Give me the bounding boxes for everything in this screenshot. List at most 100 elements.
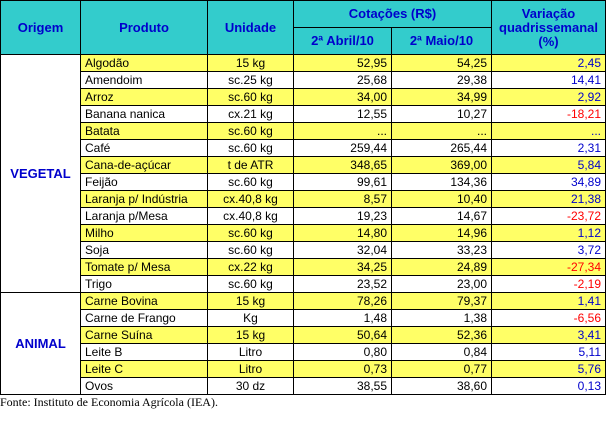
- header-product: Produto: [80, 0, 208, 55]
- table-row: Soja sc.60 kg 32,04 33,23 3,72: [1, 241, 607, 259]
- april: 34,25: [293, 258, 392, 276]
- table-row: Tomate p/ Mesa cx.22 kg 34,25 24,89 -27,34: [1, 258, 607, 276]
- product: Leite B: [80, 343, 208, 361]
- variation: 21,38: [491, 190, 607, 208]
- table-row: Carne Suína 15 kg 50,64 52,36 3,41: [1, 326, 607, 344]
- unit: sc.25 kg: [207, 71, 294, 89]
- april: 8,57: [293, 190, 392, 208]
- product: Cana-de-açúcar: [80, 156, 208, 174]
- may: 369,00: [390, 156, 493, 174]
- may: 265,44: [390, 139, 493, 157]
- table-row: Carne de Frango Kg 1,48 1,38 -6,56: [1, 309, 607, 327]
- header-april: 2ª Abril/10: [293, 27, 392, 55]
- table-row: Leite C Litro 0,73 0,77 5,76: [1, 360, 607, 378]
- april: 23,52: [293, 275, 392, 293]
- table-row: Trigo sc.60 kg 23,52 23,00 -2,19: [1, 275, 607, 293]
- april: 12,55: [293, 105, 392, 123]
- footer: Fonte: Instituto de Economia Agrícola (I…: [0, 395, 218, 409]
- unit: sc.60 kg: [207, 173, 294, 191]
- april: ...: [293, 122, 392, 140]
- variation: 2,45: [491, 54, 607, 72]
- may: 10,27: [390, 105, 493, 123]
- table-row: Amendoim sc.25 kg 25,68 29,38 14,41: [1, 71, 607, 89]
- april: 78,26: [293, 292, 392, 310]
- variation: 5,84: [491, 156, 607, 174]
- april: 38,55: [293, 377, 392, 395]
- unit: 15 kg: [207, 292, 294, 310]
- variation: 5,76: [491, 360, 607, 378]
- april: 348,65: [293, 156, 392, 174]
- variation: 2,92: [491, 88, 607, 106]
- unit: 15 kg: [207, 54, 294, 72]
- product: Café: [80, 139, 208, 157]
- variation: -6,56: [491, 309, 607, 327]
- product: Laranja p/ Indústria: [80, 190, 208, 208]
- april: 0,80: [293, 343, 392, 361]
- unit: cx.21 kg: [207, 105, 294, 123]
- product: Leite C: [80, 360, 208, 378]
- variation: 3,41: [491, 326, 607, 344]
- product: Trigo: [80, 275, 208, 293]
- unit: 15 kg: [207, 326, 294, 344]
- header-may: 2ª Maio/10: [390, 27, 493, 55]
- may: 24,89: [390, 258, 493, 276]
- unit: sc.60 kg: [207, 275, 294, 293]
- april: 34,00: [293, 88, 392, 106]
- product: Soja: [80, 241, 208, 259]
- unit: sc.60 kg: [207, 241, 294, 259]
- variation: ...: [491, 122, 607, 140]
- table-row: VEGETAL Algodão 15 kg 52,95 54,25 2,45: [0, 54, 607, 293]
- price-table: Origem Produto Unidade Cotações (R$) Var…: [0, 0, 607, 395]
- unit: cx.40,8 kg: [207, 190, 294, 208]
- table-row: Cana-de-açúcar t de ATR 348,65 369,00 5,84: [1, 156, 607, 174]
- april: 52,95: [293, 54, 392, 72]
- product: Laranja p/Mesa: [80, 207, 208, 225]
- product: Algodão: [80, 54, 208, 72]
- table-row: Laranja p/ Indústria cx.40,8 kg 8,57 10,40 2…: [1, 190, 607, 208]
- april: 25,68: [293, 71, 392, 89]
- table-row: Feijão sc.60 kg 99,61 134,36 34,89: [1, 173, 607, 191]
- may: 0,84: [390, 343, 493, 361]
- table-row: ANIMAL Carne Bovina 15 kg 78,26 79,37 1,41: [0, 292, 607, 395]
- may: 54,25: [390, 54, 493, 72]
- variation: 0,13: [491, 377, 607, 395]
- product: Tomate p/ Mesa: [80, 258, 208, 276]
- variation: 3,72: [491, 241, 607, 259]
- table-row: Arroz sc.60 kg 34,00 34,99 2,92: [1, 88, 607, 106]
- product: Carne Suína: [80, 326, 208, 344]
- product: Carne Bovina: [80, 292, 208, 310]
- unit: sc.60 kg: [207, 88, 294, 106]
- unit: sc.60 kg: [207, 224, 294, 242]
- table-row: Leite B Litro 0,80 0,84 5,11: [1, 343, 607, 361]
- variation: 1,12: [491, 224, 607, 242]
- header-origin: Origem: [0, 0, 81, 55]
- variation: 2,31: [491, 139, 607, 157]
- may: 23,00: [390, 275, 493, 293]
- header-variation: Variação quadrissemanal (%): [491, 0, 607, 55]
- april: 32,04: [293, 241, 392, 259]
- table-row: Banana nanica cx.21 kg 12,55 10,27 -18,21: [1, 105, 607, 123]
- may: 1,38: [390, 309, 493, 327]
- origin: ANIMAL: [0, 292, 81, 395]
- unit: Kg: [207, 309, 294, 327]
- may: 0,77: [390, 360, 493, 378]
- may: 33,23: [390, 241, 493, 259]
- unit: cx.22 kg: [207, 258, 294, 276]
- variation: -27,34: [491, 258, 607, 276]
- may: 14,96: [390, 224, 493, 242]
- table-row: Café sc.60 kg 259,44 265,44 2,31: [1, 139, 607, 157]
- may: 29,38: [390, 71, 493, 89]
- product: Milho: [80, 224, 208, 242]
- table-row: Laranja p/Mesa cx.40,8 kg 19,23 14,67 -23,72: [1, 207, 607, 225]
- table-body: VEGETAL Algodão 15 kg 52,95 54,25 2,45 Amendoi…: [0, 54, 607, 395]
- may: 79,37: [390, 292, 493, 310]
- product: Feijão: [80, 173, 208, 191]
- may: 34,99: [390, 88, 493, 106]
- product: Banana nanica: [80, 105, 208, 123]
- table-row: Batata sc.60 kg.........: [1, 122, 607, 140]
- may: 52,36: [390, 326, 493, 344]
- variation: 34,89: [491, 173, 607, 191]
- origin: VEGETAL: [0, 54, 81, 293]
- may: 14,67: [390, 207, 493, 225]
- may: ...: [390, 122, 493, 140]
